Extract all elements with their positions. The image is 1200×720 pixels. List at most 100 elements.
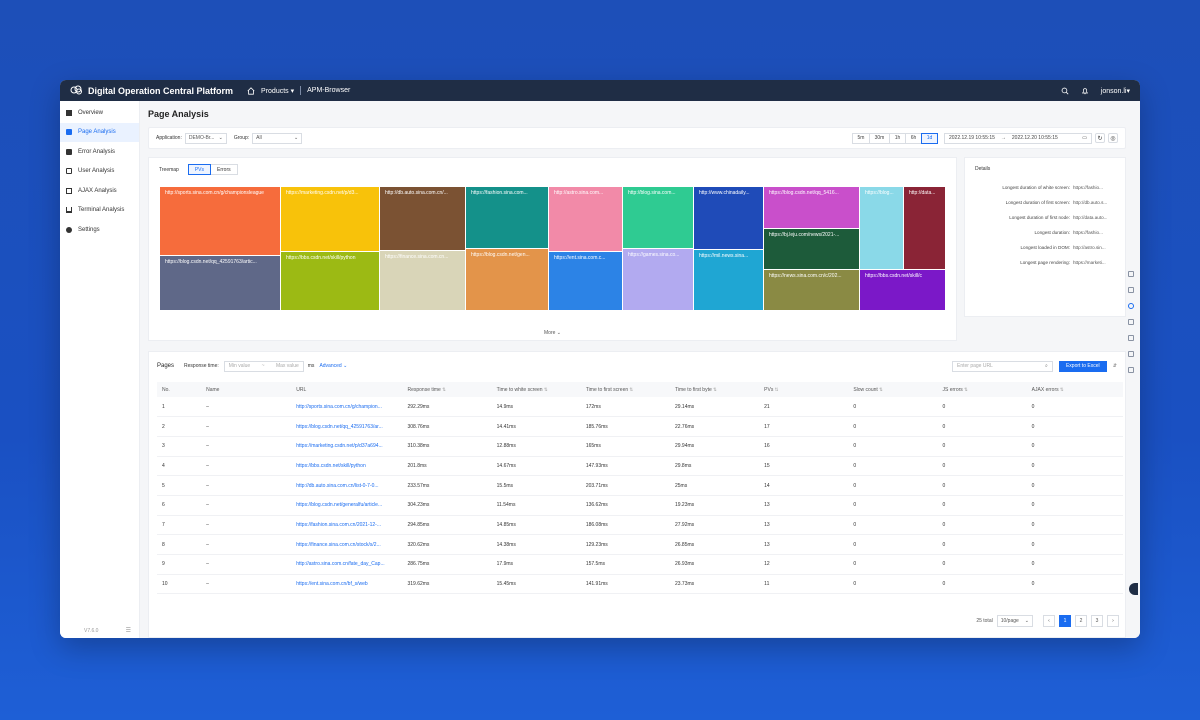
column-settings-icon[interactable]: ⇵	[1112, 363, 1117, 369]
detail-link[interactable]: http://astro.sin...	[1073, 245, 1106, 250]
column-header[interactable]: Response time ⇅	[407, 386, 446, 393]
detail-link[interactable]: https://fashio...	[1073, 185, 1103, 190]
clock-icon[interactable]	[1128, 351, 1134, 357]
table-row[interactable]: 3– https://marketing.csdn.net/p/d37a694..…	[157, 436, 1123, 457]
treemap-tile[interactable]: http://data...	[904, 187, 946, 270]
collapse-sidebar-icon[interactable]: ☰	[125, 628, 131, 634]
bell-icon[interactable]	[1081, 87, 1089, 95]
column-header[interactable]: Time to first byte ⇅	[674, 386, 717, 393]
page-button-1[interactable]: 1	[1059, 615, 1071, 627]
table-row[interactable]: 4– https://bbs.csdn.net/skill/python 201.8…	[157, 456, 1123, 477]
table-row[interactable]: 10– https://ent.sina.com.cn/bf_s/web 319.6…	[157, 574, 1123, 595]
column-header[interactable]: Time to first screen ⇅	[585, 386, 634, 393]
time-btn-1h[interactable]: 1h	[889, 132, 906, 144]
detail-link[interactable]: https://fashio...	[1073, 230, 1103, 235]
table-row[interactable]: 7– https://fashion.sina.com.cn/2021-12-..…	[157, 515, 1123, 536]
treemap-tile[interactable]: https://mil.news.sina...	[694, 250, 764, 311]
column-header[interactable]: PVs ⇅	[764, 386, 779, 393]
sidebar-item-overview[interactable]: Overview	[60, 103, 139, 123]
document-icon[interactable]	[1128, 335, 1134, 341]
page-button-3[interactable]: 3	[1091, 615, 1103, 627]
sidebar-item-settings[interactable]: Settings	[60, 220, 139, 240]
url-link[interactable]: https://marketing.csdn.net/p/d37a694...	[291, 436, 403, 457]
url-link[interactable]: https://ent.sina.com.cn/bf_s/web	[291, 574, 403, 595]
more-button[interactable]: More ⌄	[544, 330, 561, 336]
column-header[interactable]: JS errors ⇅	[942, 386, 968, 393]
treemap-tile[interactable]: http://astro.sina.com...	[549, 187, 623, 252]
treemap-tile[interactable]: http://blog.sina.com...	[623, 187, 694, 249]
treemap-tile[interactable]: https://games.sina.co...	[623, 249, 694, 311]
sidebar-item-user-analysis[interactable]: User Analysis	[60, 162, 139, 182]
user-menu[interactable]: jonson.li▾	[1100, 87, 1130, 95]
next-page-button[interactable]: ›	[1107, 615, 1119, 627]
table-row[interactable]: 1– http://sports.sina.com.cn/g/champion..…	[157, 397, 1123, 418]
treemap-tile[interactable]: http://www.chinadaily...	[694, 187, 764, 250]
monitor-icon[interactable]	[1128, 271, 1134, 277]
date-range-picker[interactable]: 2022.12.19 10:55:15 → 2022.12.20 10:55:1…	[944, 132, 1092, 144]
treemap-tile[interactable]: https://finance.sina.com.cn...	[380, 251, 466, 311]
treemap-tile[interactable]: https://blog...	[860, 187, 904, 270]
sidebar-item-terminal-analysis[interactable]: Terminal Analysis	[60, 201, 139, 221]
mobile-icon[interactable]	[1128, 287, 1134, 293]
column-header[interactable]: Time to white screen ⇅	[496, 386, 548, 393]
treemap-tile[interactable]: http://db.auto.sina.com.cn/...	[380, 187, 466, 251]
table-row[interactable]: 9– http://astro.sina.com.cn/fate_day_Cap.…	[157, 554, 1123, 575]
search-icon[interactable]	[1061, 87, 1069, 95]
treemap-tile[interactable]: http://sports.sina.com.cn/g/championslea…	[160, 187, 281, 256]
table-row[interactable]: 5– http://db.auto.sina.com.cn/list-0-7-0.…	[157, 475, 1123, 496]
url-link[interactable]: https://bbs.csdn.net/skill/python	[291, 456, 403, 477]
url-link[interactable]: http://db.auto.sina.com.cn/list-0-7-0...	[291, 475, 403, 496]
column-header[interactable]: AJAX errors ⇅	[1031, 386, 1064, 393]
chat-widget-icon[interactable]	[1129, 583, 1138, 595]
home-icon[interactable]	[247, 86, 255, 95]
export-excel-button[interactable]: Export to Excel	[1058, 360, 1107, 372]
url-link[interactable]: http://astro.sina.com.cn/fate_day_Cap...	[291, 554, 403, 575]
tab-errors[interactable]: Errors	[210, 164, 238, 175]
detail-link[interactable]: https://marketi...	[1073, 260, 1106, 265]
detail-link[interactable]: http://db.auto.s...	[1073, 200, 1108, 205]
products-menu[interactable]: Products ▾	[261, 87, 295, 95]
app-logo[interactable]: Digital Operation Central Platform	[70, 85, 233, 97]
column-header[interactable]: Slow count ⇅	[853, 386, 883, 393]
group-select[interactable]: All ⌄	[252, 132, 303, 144]
url-link[interactable]: https://blog.csdn.net/qq_42591763/ar...	[291, 416, 403, 437]
response-time-range[interactable]: Min value ~ Max value	[223, 360, 304, 372]
url-link[interactable]: https://blog.csdn.net/generalfu/article.…	[291, 495, 403, 516]
table-row[interactable]: 8– https://finance.sina.com.cn/stock/s/2.…	[157, 534, 1123, 555]
advanced-toggle[interactable]: Advanced ⌄	[319, 363, 348, 369]
time-btn-5m[interactable]: 5m	[852, 132, 870, 144]
treemap-tile[interactable]: https://marketing.csdn.net/p/d3...	[281, 187, 380, 252]
globe-icon[interactable]	[1128, 303, 1134, 309]
refresh-icon[interactable]: ↻	[1095, 133, 1105, 143]
time-btn-1d[interactable]: 1d	[921, 132, 938, 144]
url-link[interactable]: http://sports.sina.com.cn/g/champion...	[291, 397, 403, 418]
page-button-2[interactable]: 2	[1075, 615, 1087, 627]
sidebar-item-error-analysis[interactable]: Error Analysis	[60, 142, 139, 162]
tab-pvs[interactable]: PVs	[187, 164, 211, 175]
treemap-tile[interactable]: https://fashion.sina.com...	[466, 187, 549, 249]
treemap-tile[interactable]: https://bj.leju.com/news/2021-...	[764, 229, 860, 270]
treemap-tile[interactable]: https://blog.csdn.net/gen...	[466, 249, 549, 311]
treemap-tile[interactable]: https://bbs.csdn.net/skill/python	[281, 252, 380, 311]
url-link[interactable]: https://finance.sina.com.cn/stock/s/2...	[291, 534, 403, 555]
treemap-tile[interactable]: https://blog.csdn.net/qq_42591763/artic.…	[160, 256, 281, 311]
sidebar-item-ajax-analysis[interactable]: AJAX Analysis	[60, 181, 139, 201]
settings-icon[interactable]: ◎	[1108, 133, 1118, 143]
treemap-tile[interactable]: https://news.sina.com.cn/c/202...	[764, 270, 860, 311]
treemap-tile[interactable]: https://ent.sina.com.c...	[549, 252, 623, 311]
page-url-search-input[interactable]: Enter page URL ⌕	[951, 360, 1053, 372]
breadcrumb[interactable]: APM-Browser	[307, 87, 351, 94]
table-row[interactable]: 6– https://blog.csdn.net/generalfu/articl…	[157, 495, 1123, 516]
page-size-select[interactable]: 10/page ⌄	[996, 615, 1033, 627]
treemap-tile[interactable]: https://bbs.csdn.net/skill/c	[860, 270, 946, 311]
table-row[interactable]: 2– https://blog.csdn.net/qq_42591763/ar..…	[157, 416, 1123, 437]
prev-page-button[interactable]: ‹	[1043, 615, 1055, 627]
time-btn-30m[interactable]: 30m	[869, 132, 890, 144]
treemap-tile[interactable]: https://blog.csdn.net/qq_5416...	[764, 187, 860, 229]
time-btn-6h[interactable]: 6h	[905, 132, 922, 144]
detail-link[interactable]: http://data.auto...	[1073, 215, 1108, 220]
sidebar-item-page-analysis[interactable]: Page Analysis	[60, 122, 139, 142]
application-select[interactable]: DEMO-Br... ⌄	[184, 132, 227, 144]
bookmark-icon[interactable]	[1128, 319, 1134, 325]
url-link[interactable]: https://fashion.sina.com.cn/2021-12-...	[291, 515, 403, 536]
